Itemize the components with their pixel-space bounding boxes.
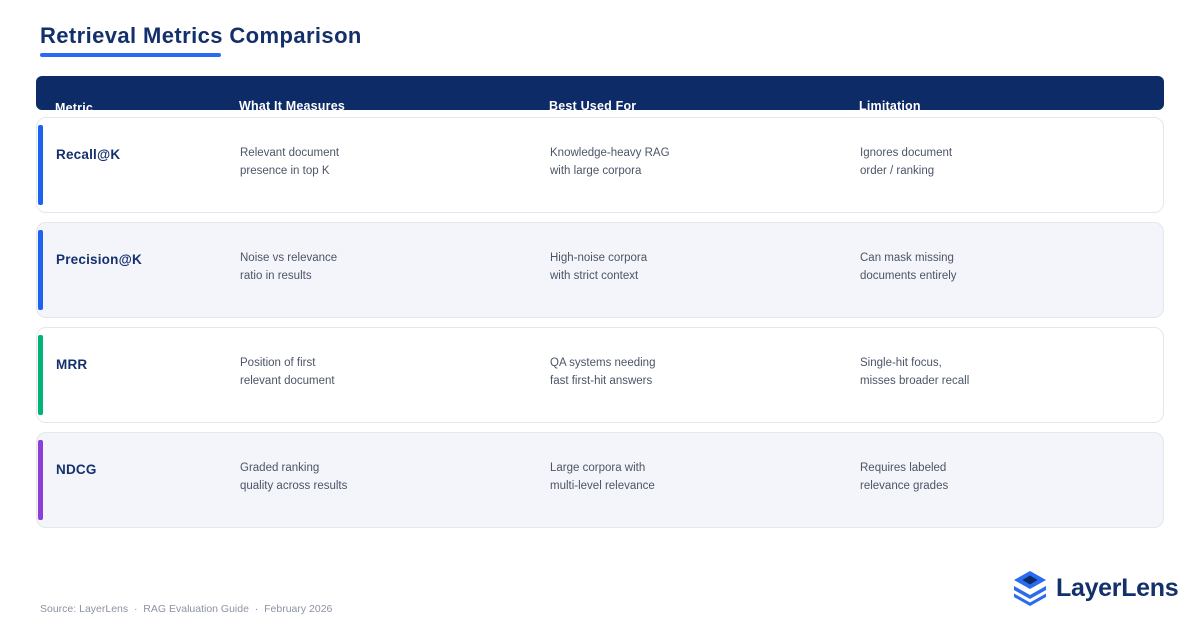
column-header-limitation: Limitation <box>859 99 921 113</box>
brand-logo: LayerLens <box>1012 570 1179 606</box>
limitation-cell: Ignores document order / ranking <box>860 147 953 177</box>
measures-cell: Relevant document presence in top K <box>240 147 340 177</box>
table-header-row: Metric What It Measures Best Used For Li… <box>36 76 1164 115</box>
row-accent-bar <box>38 335 43 415</box>
brand-name: LayerLens <box>1056 573 1179 602</box>
row-accent-bar <box>38 230 43 310</box>
row-accent-bar <box>38 440 43 520</box>
table-row-mrr: MRR Position of first relevant document … <box>36 327 1164 423</box>
limitation-cell: Single-hit focus, misses broader recall <box>860 357 970 387</box>
measures-cell: Noise vs relevance ratio in results <box>240 252 338 282</box>
layers-icon <box>1014 571 1046 606</box>
table-body: Recall@K Relevant document presence in t… <box>36 117 1164 537</box>
column-header-best-used-for: Best Used For <box>549 99 637 113</box>
best-for-cell: QA systems needing fast first-hit answer… <box>550 357 656 387</box>
metric-name: NDCG <box>56 462 97 477</box>
source-attribution: Source: LayerLens · RAG Evaluation Guide… <box>40 603 333 615</box>
limitation-cell: Can mask missing documents entirely <box>860 252 957 282</box>
table-row-recall-at-k: Recall@K Relevant document presence in t… <box>36 117 1164 213</box>
title-underline <box>40 53 221 57</box>
metric-name: Recall@K <box>56 147 121 162</box>
metric-name: MRR <box>56 357 88 372</box>
row-accent-bar <box>38 125 43 205</box>
column-header-what-it-measures: What It Measures <box>239 99 346 113</box>
best-for-cell: High-noise corpora with strict context <box>550 252 648 282</box>
table-row-ndcg: NDCG Graded ranking quality across resul… <box>36 432 1164 528</box>
table-row-precision-at-k: Precision@K Noise vs relevance ratio in … <box>36 222 1164 318</box>
best-for-cell: Knowledge-heavy RAG with large corpora <box>550 147 670 177</box>
page-title: Retrieval Metrics Comparison <box>40 23 362 48</box>
best-for-cell: Large corpora with multi-level relevance <box>550 462 655 492</box>
column-header-metric: Metric <box>55 100 94 115</box>
measures-cell: Graded ranking quality across results <box>240 462 348 492</box>
measures-cell: Position of first relevant document <box>240 357 335 387</box>
limitation-cell: Requires labeled relevance grades <box>860 462 949 492</box>
metric-name: Precision@K <box>56 252 142 267</box>
